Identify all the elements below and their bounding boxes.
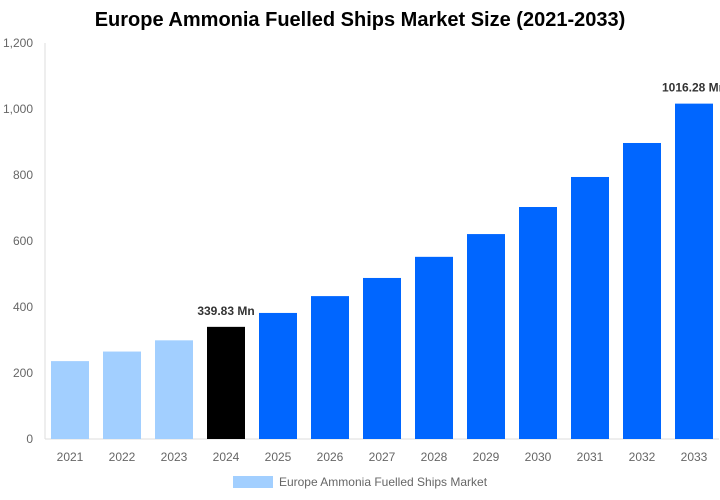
x-tick-label: 2024 <box>213 450 240 464</box>
y-tick-label: 800 <box>13 168 33 182</box>
bar-2022 <box>103 351 141 439</box>
y-tick-label: 1,000 <box>3 102 33 116</box>
x-tick-label: 2030 <box>525 450 552 464</box>
x-tick-label: 2026 <box>317 450 344 464</box>
legend: Europe Ammonia Fuelled Ships Market <box>0 475 720 489</box>
legend-swatch <box>232 476 273 488</box>
chart-title: Europe Ammonia Fuelled Ships Market Size… <box>94 9 626 31</box>
x-tick-label: 2027 <box>369 450 396 464</box>
legend-label: Europe Ammonia Fuelled Ships Market <box>278 475 488 489</box>
data-label: 1016.28 Mn <box>662 81 720 95</box>
y-tick-label: 200 <box>13 366 33 380</box>
data-label: 339.83 Mn <box>197 304 254 318</box>
y-tick-label: 600 <box>13 234 33 248</box>
x-tick-label: 2025 <box>265 450 292 464</box>
x-tick-label: 2023 <box>161 450 188 464</box>
x-tick-label: 2028 <box>421 450 448 464</box>
bar-2032 <box>623 142 661 440</box>
bar-2026 <box>311 296 349 439</box>
y-tick-label: 400 <box>13 300 33 314</box>
y-tick-label: 0 <box>26 432 33 446</box>
x-tick-label: 2031 <box>577 450 604 464</box>
bar-2027 <box>363 277 401 439</box>
x-tick-label: 2029 <box>473 450 500 464</box>
x-tick-label: 2033 <box>681 450 708 464</box>
bar-2021 <box>51 361 89 439</box>
bar-2023 <box>155 340 193 439</box>
y-tick-label: 1,200 <box>3 36 33 50</box>
bar-2028 <box>415 256 453 439</box>
bar-2029 <box>467 234 505 439</box>
x-tick-label: 2022 <box>109 450 136 464</box>
bar-2025 <box>259 312 297 439</box>
bar-2024 <box>207 326 245 439</box>
x-tick-label: 2032 <box>629 450 656 464</box>
bar-2033 <box>675 103 713 440</box>
x-tick-label: 2021 <box>57 450 84 464</box>
bar-2031 <box>571 176 609 440</box>
bar-2030 <box>519 207 557 439</box>
